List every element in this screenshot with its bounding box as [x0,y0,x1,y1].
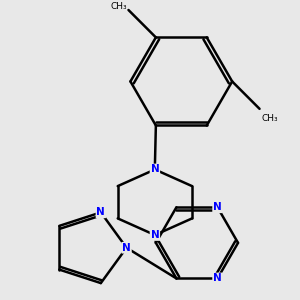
Text: N: N [122,243,131,253]
Text: CH₃: CH₃ [261,114,278,123]
Text: N: N [213,273,222,284]
Text: CH₃: CH₃ [110,2,127,10]
Text: N: N [97,207,105,218]
Text: N: N [213,202,222,212]
Text: N: N [151,230,159,240]
Text: N: N [151,164,159,175]
